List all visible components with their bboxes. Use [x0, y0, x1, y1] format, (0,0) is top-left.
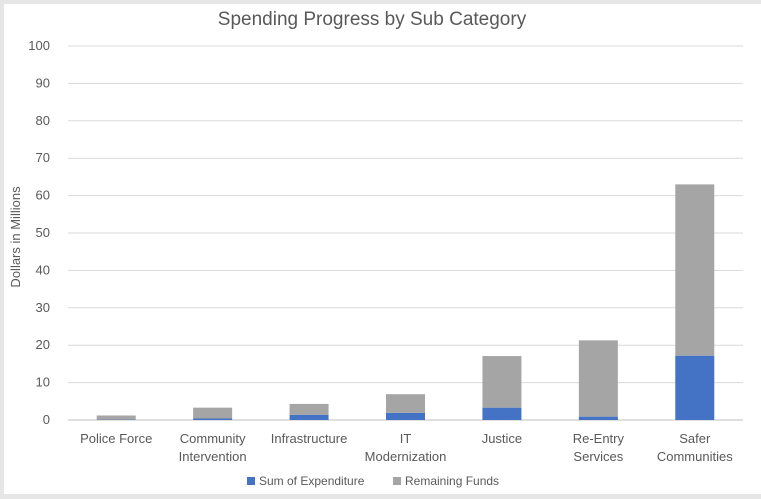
x-tick-label: Services [573, 449, 623, 464]
legend-swatch [247, 477, 255, 485]
y-tick-label: 30 [36, 300, 50, 315]
x-tick-label: Communities [657, 449, 733, 464]
x-tick-label: Justice [482, 431, 522, 446]
bar-segment [386, 394, 425, 413]
legend-swatch [393, 477, 401, 485]
chart-frame: Spending Progress by Sub Category Dollar… [4, 4, 761, 494]
bar-segment [193, 419, 232, 420]
y-tick-label: 70 [36, 150, 50, 165]
x-tick-label: IT [400, 431, 412, 446]
chart-title: Spending Progress by Sub Category [218, 9, 527, 30]
y-axis-label: Dollars in Millions [8, 186, 23, 288]
y-tick-label: 0 [43, 412, 50, 427]
gridlines [68, 46, 743, 420]
y-tick-label: 60 [36, 188, 50, 203]
legend: Sum of Expenditure Remaining Funds [247, 474, 499, 488]
bars [97, 184, 715, 420]
y-tick-label: 40 [36, 262, 50, 277]
y-tick-label: 10 [36, 375, 50, 390]
x-tick-label: Infrastructure [271, 431, 348, 446]
y-tick-label: 90 [36, 75, 50, 90]
bar-segment [675, 356, 714, 420]
bar-segment [579, 417, 618, 420]
legend-label: Remaining Funds [405, 474, 499, 488]
legend-label: Sum of Expenditure [259, 474, 365, 488]
x-tick-label: Safer [679, 431, 711, 446]
bar-segment [386, 413, 425, 420]
y-tick-label: 80 [36, 113, 50, 128]
x-tick-label: Re-Entry [573, 431, 625, 446]
x-tick-label: Community [180, 431, 246, 446]
y-tick-label: 100 [28, 38, 50, 53]
bar-segment [97, 416, 136, 420]
bar-segment [482, 356, 521, 408]
bar-segment [675, 184, 714, 355]
x-tick-label: Modernization [365, 449, 447, 464]
bar-segment [290, 415, 329, 420]
y-tick-label: 20 [36, 337, 50, 352]
x-tick-label: Police Force [80, 431, 152, 446]
x-tick-labels: Police Force Community Intervention Infrast… [80, 431, 733, 464]
y-tick-labels: 0 10 20 30 40 50 60 70 80 90 100 [28, 38, 50, 427]
bar-segment [290, 404, 329, 415]
bar-segment [579, 340, 618, 416]
stacked-bar-chart: Spending Progress by Sub Category Dollar… [4, 4, 761, 494]
bar-segment [193, 408, 232, 419]
x-tick-label: Intervention [179, 449, 247, 464]
y-tick-label: 50 [36, 225, 50, 240]
bar-segment [482, 408, 521, 420]
